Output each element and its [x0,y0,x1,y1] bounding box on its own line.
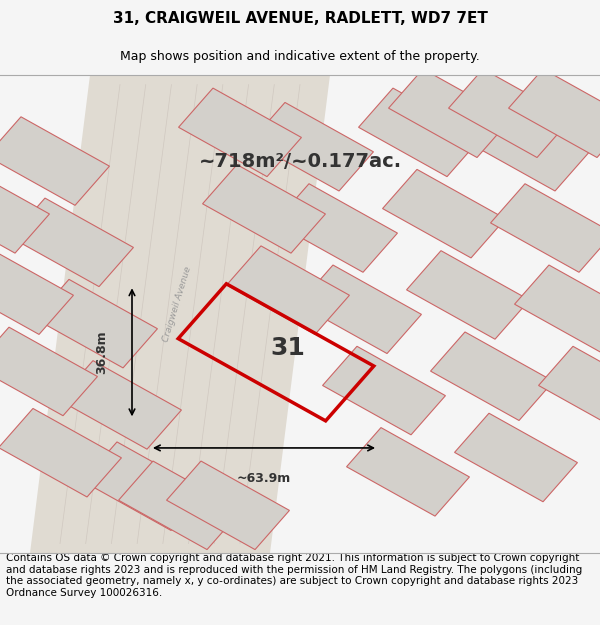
Polygon shape [431,332,553,421]
Polygon shape [449,69,571,158]
Polygon shape [359,88,481,177]
Polygon shape [515,265,600,354]
Polygon shape [455,413,577,502]
Polygon shape [491,184,600,272]
Polygon shape [539,346,600,435]
Polygon shape [389,69,511,158]
Polygon shape [35,279,157,368]
Polygon shape [30,75,330,553]
Text: ~63.9m: ~63.9m [237,472,291,485]
Polygon shape [383,169,505,258]
Polygon shape [251,102,373,191]
Polygon shape [59,361,181,449]
Polygon shape [323,346,445,435]
Polygon shape [0,327,97,416]
Text: 31: 31 [271,336,305,359]
Polygon shape [167,461,289,549]
Polygon shape [299,265,421,354]
Polygon shape [407,251,529,339]
Polygon shape [227,246,349,334]
Polygon shape [509,69,600,158]
Polygon shape [179,88,301,177]
Text: Contains OS data © Crown copyright and database right 2021. This information is : Contains OS data © Crown copyright and d… [6,553,582,598]
Polygon shape [0,246,73,334]
Text: Map shows position and indicative extent of the property.: Map shows position and indicative extent… [120,50,480,62]
Polygon shape [0,117,109,206]
Polygon shape [467,102,589,191]
Text: Craigweil Avenue: Craigweil Avenue [161,266,193,343]
Polygon shape [0,409,121,497]
Polygon shape [347,428,469,516]
Text: ~718m²/~0.177ac.: ~718m²/~0.177ac. [199,151,401,171]
Text: 31, CRAIGWEIL AVENUE, RADLETT, WD7 7ET: 31, CRAIGWEIL AVENUE, RADLETT, WD7 7ET [113,11,487,26]
Polygon shape [0,164,49,253]
Text: 36.8m: 36.8m [95,331,108,374]
Polygon shape [275,184,397,272]
Polygon shape [203,164,325,253]
Polygon shape [11,198,133,287]
Polygon shape [119,461,241,549]
Polygon shape [83,442,205,531]
